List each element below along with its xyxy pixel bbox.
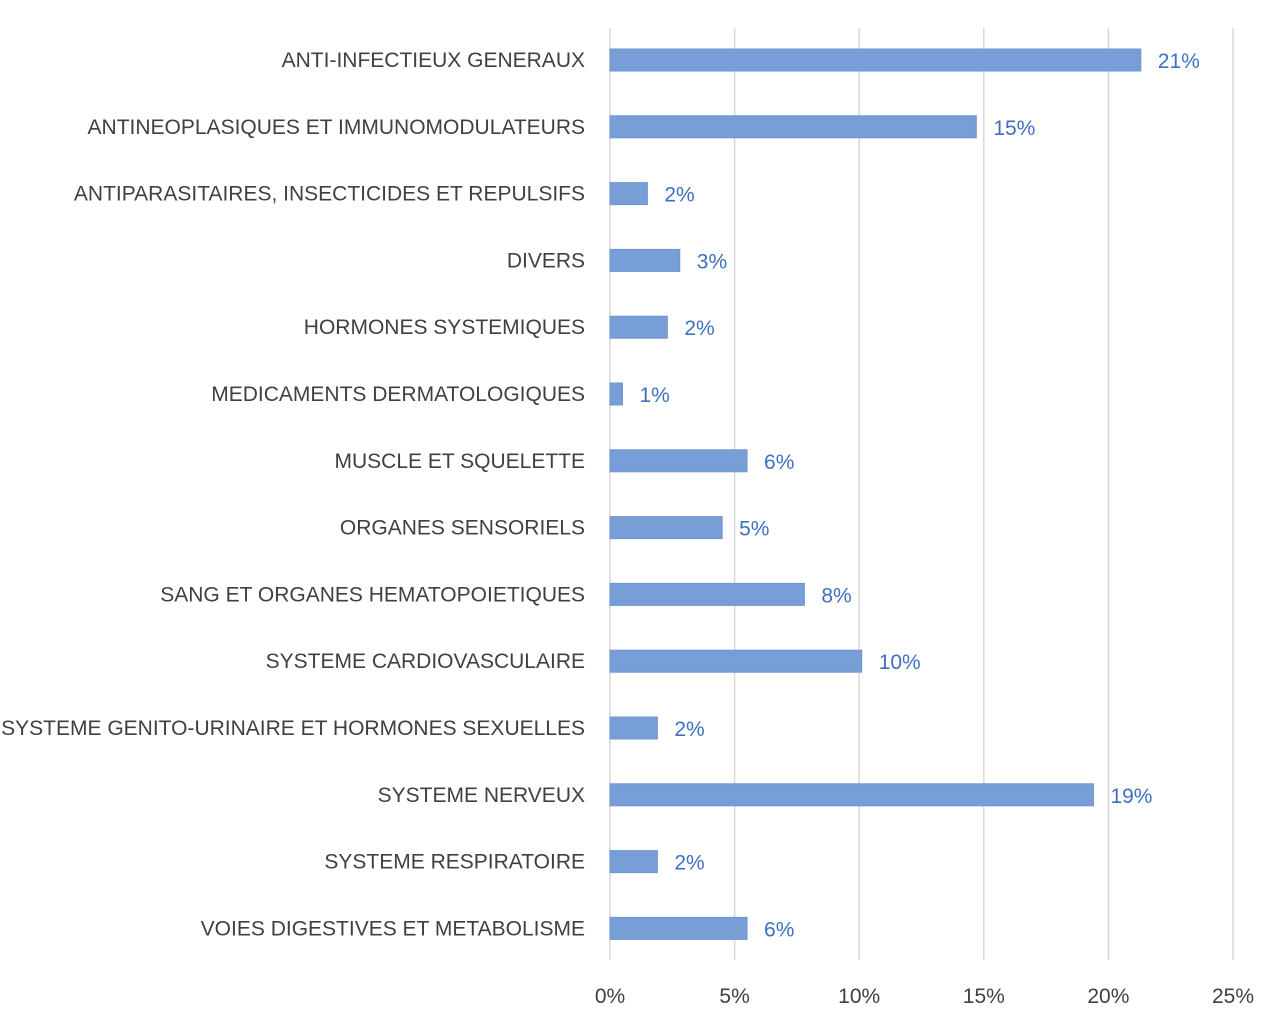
bar (609, 182, 648, 206)
x-axis-ticks: 0% 5% 10% 15% 20% 25% (595, 985, 1254, 1008)
bar (609, 48, 1142, 72)
bar (609, 716, 658, 740)
category-label: VOIES DIGESTIVES ET METABOLISME (201, 917, 585, 940)
x-tick-label: 25% (1212, 985, 1254, 1008)
bar (609, 916, 748, 940)
data-label: 6% (764, 918, 794, 941)
bar (609, 315, 668, 339)
category-label: MEDICAMENTS DERMATOLOGIQUES (211, 383, 585, 406)
category-label: MUSCLE ET SQUELETTE (334, 450, 585, 473)
category-label: SYSTEME GENITO-URINAIRE ET HORMONES SEXU… (1, 717, 585, 740)
category-label: DIVERS (507, 249, 585, 272)
data-label: 5% (739, 518, 769, 541)
gridlines (609, 28, 1234, 960)
category-label: SYSTEME CARDIOVASCULAIRE (266, 650, 585, 673)
bars (609, 48, 1142, 940)
category-label: ANTINEOPLASIQUES ET IMMUNOMODULATEURS (88, 116, 585, 139)
data-label: 2% (664, 184, 694, 207)
bar (609, 783, 1094, 807)
bar (609, 516, 723, 540)
bar (609, 115, 977, 139)
data-label: 2% (684, 317, 714, 340)
x-tick-label: 15% (963, 985, 1005, 1008)
bar (609, 649, 863, 673)
bar (609, 382, 623, 406)
data-label: 8% (821, 584, 851, 607)
data-label: 10% (879, 651, 921, 674)
x-tick-label: 0% (595, 985, 625, 1008)
data-label: 6% (764, 451, 794, 474)
x-tick-label: 10% (838, 985, 880, 1008)
category-label: ORGANES SENSORIELS (340, 517, 585, 540)
bar (609, 850, 658, 874)
data-label: 1% (639, 384, 669, 407)
category-label: HORMONES SYSTEMIQUES (304, 316, 585, 339)
category-label: SYSTEME RESPIRATOIRE (324, 851, 585, 874)
bar (609, 449, 748, 473)
category-labels: ANTI-INFECTIEUX GENERAUX ANTINEOPLASIQUES… (1, 49, 585, 940)
data-label: 3% (697, 250, 727, 273)
x-tick-label: 20% (1087, 985, 1129, 1008)
data-label: 2% (674, 718, 704, 741)
data-label: 19% (1110, 785, 1152, 808)
x-tick-label: 5% (719, 985, 749, 1008)
data-labels: 21% 15% 2% 3% 2% 1% 6% 5% 8% 10% 2% 19% 2% 6% (639, 50, 1199, 941)
category-label: SYSTEME NERVEUX (378, 784, 585, 807)
data-label: 2% (674, 852, 704, 875)
category-label: SANG ET ORGANES HEMATOPOIETIQUES (160, 583, 585, 606)
data-label: 15% (993, 117, 1035, 140)
category-label: ANTIPARASITAIRES, INSECTICIDES ET REPULS… (74, 183, 585, 206)
bar (609, 248, 681, 272)
bar (609, 582, 805, 606)
category-label: ANTI-INFECTIEUX GENERAUX (282, 49, 585, 72)
data-label: 21% (1158, 50, 1200, 73)
